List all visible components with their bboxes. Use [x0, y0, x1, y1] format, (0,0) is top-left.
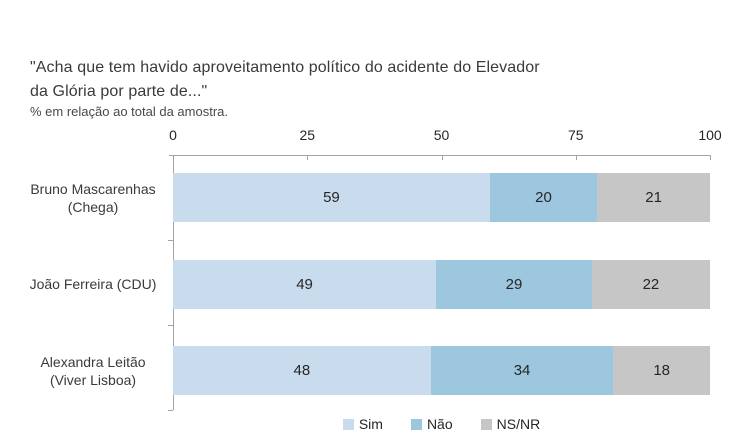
- legend-item-sim: Sim: [342, 416, 383, 432]
- bar-segment-sim: 48: [173, 346, 431, 395]
- value-label: 34: [513, 362, 531, 379]
- value-label: 29: [505, 275, 523, 293]
- category-label-line: Alexandra Leitão: [40, 353, 146, 370]
- bar-segment-ns-nr: 21: [597, 173, 710, 222]
- x-tick-mark: [710, 155, 711, 160]
- legend-item-n-o: Não: [410, 416, 453, 432]
- category-label-line: João Ferreira (CDU): [29, 276, 157, 292]
- legend-marker-sim: [342, 418, 354, 430]
- x-tick-label: 100: [698, 127, 722, 143]
- x-tick-label: 0: [169, 127, 177, 143]
- bar-segment-n-o: 29: [436, 259, 592, 309]
- legend-label: NS/NR: [496, 416, 541, 432]
- chart-subtitle: % em relação ao total da amostra.: [30, 104, 228, 119]
- x-tick-label: 50: [433, 127, 450, 143]
- bar-segment-n-o: 20: [489, 173, 598, 222]
- bar-segment-sim: 59: [173, 173, 490, 222]
- chart-title-line-2: da Glória por parte de...": [30, 83, 208, 100]
- value-label: 20: [535, 189, 552, 206]
- value-label: 21: [645, 189, 662, 206]
- value-label: 22: [642, 275, 660, 293]
- bar-segment-sim: 49: [173, 259, 437, 309]
- bar-segment-n-o: 34: [430, 346, 614, 395]
- legend: Sim Não NS/NR: [173, 416, 710, 432]
- legend-marker-n-o: [410, 418, 422, 430]
- category-label-line: (Viver Lisboa): [49, 371, 137, 388]
- x-axis-line: [169, 155, 710, 156]
- category-label: Bruno Mascarenhas (Chega): [12, 180, 174, 216]
- category-label: Alexandra Leitão (Viver Lisboa): [12, 353, 174, 389]
- bar-segment-ns-nr: 22: [591, 259, 710, 309]
- legend-label: Não: [426, 416, 453, 432]
- value-label: 48: [293, 362, 311, 379]
- y-tick-mark: [168, 325, 173, 326]
- chart-title-line-1: "Acha que tem havido aproveitamento polí…: [30, 59, 540, 76]
- x-tick-mark: [575, 155, 577, 160]
- category-label-line: Bruno Mascarenhas: [30, 180, 156, 197]
- x-tick-mark: [441, 155, 443, 160]
- legend-marker-ns-nr: [480, 418, 492, 430]
- x-tick-mark: [307, 155, 309, 160]
- legend-item-ns-nr: NS/NR: [480, 416, 541, 432]
- value-label: 18: [653, 362, 670, 379]
- x-tick-label: 25: [299, 127, 316, 143]
- category-label: João Ferreira (CDU): [12, 275, 174, 293]
- x-tick-label: 75: [567, 127, 584, 143]
- y-tick-mark: [168, 410, 173, 411]
- bar-segment-ns-nr: 18: [613, 346, 710, 395]
- value-label: 49: [296, 275, 313, 293]
- category-label-line: (Chega): [67, 198, 119, 215]
- chart-title: "Acha que tem havido aproveitamento polí…: [30, 56, 540, 104]
- y-tick-mark: [168, 240, 173, 241]
- value-label: 59: [323, 189, 340, 206]
- legend-label: Sim: [358, 416, 383, 432]
